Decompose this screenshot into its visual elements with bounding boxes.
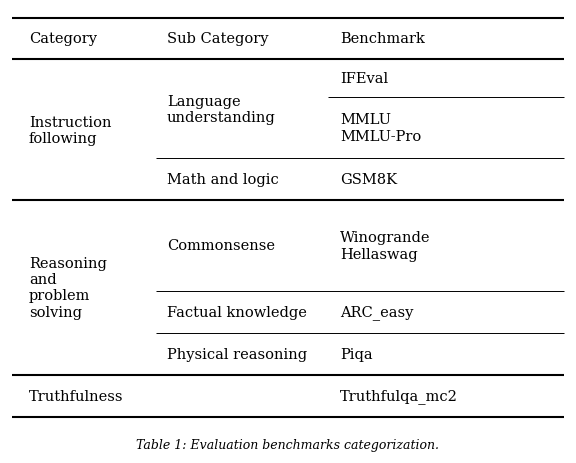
Text: GSM8K: GSM8K [340, 173, 397, 187]
Text: Sub Category: Sub Category [167, 32, 268, 46]
Text: Truthfulqa_mc2: Truthfulqa_mc2 [340, 388, 458, 403]
Text: Factual knowledge: Factual knowledge [167, 305, 307, 319]
Text: Physical reasoning: Physical reasoning [167, 347, 307, 361]
Text: Winogrande
Hellaswag: Winogrande Hellaswag [340, 231, 430, 261]
Text: IFEval: IFEval [340, 72, 388, 86]
Text: Table 1: Evaluation benchmarks categorization.: Table 1: Evaluation benchmarks categoriz… [137, 438, 439, 451]
Text: Benchmark: Benchmark [340, 32, 425, 46]
Text: Math and logic: Math and logic [167, 173, 279, 187]
Text: Commonsense: Commonsense [167, 239, 275, 253]
Text: Language
understanding: Language understanding [167, 94, 276, 125]
Text: MMLU
MMLU-Pro: MMLU MMLU-Pro [340, 113, 421, 143]
Text: Truthfulness: Truthfulness [29, 389, 123, 403]
Text: Category: Category [29, 32, 97, 46]
Text: Reasoning
and
problem
solving: Reasoning and problem solving [29, 257, 107, 319]
Text: ARC_easy: ARC_easy [340, 305, 413, 319]
Text: Instruction
following: Instruction following [29, 115, 111, 145]
Text: Piqa: Piqa [340, 347, 373, 361]
